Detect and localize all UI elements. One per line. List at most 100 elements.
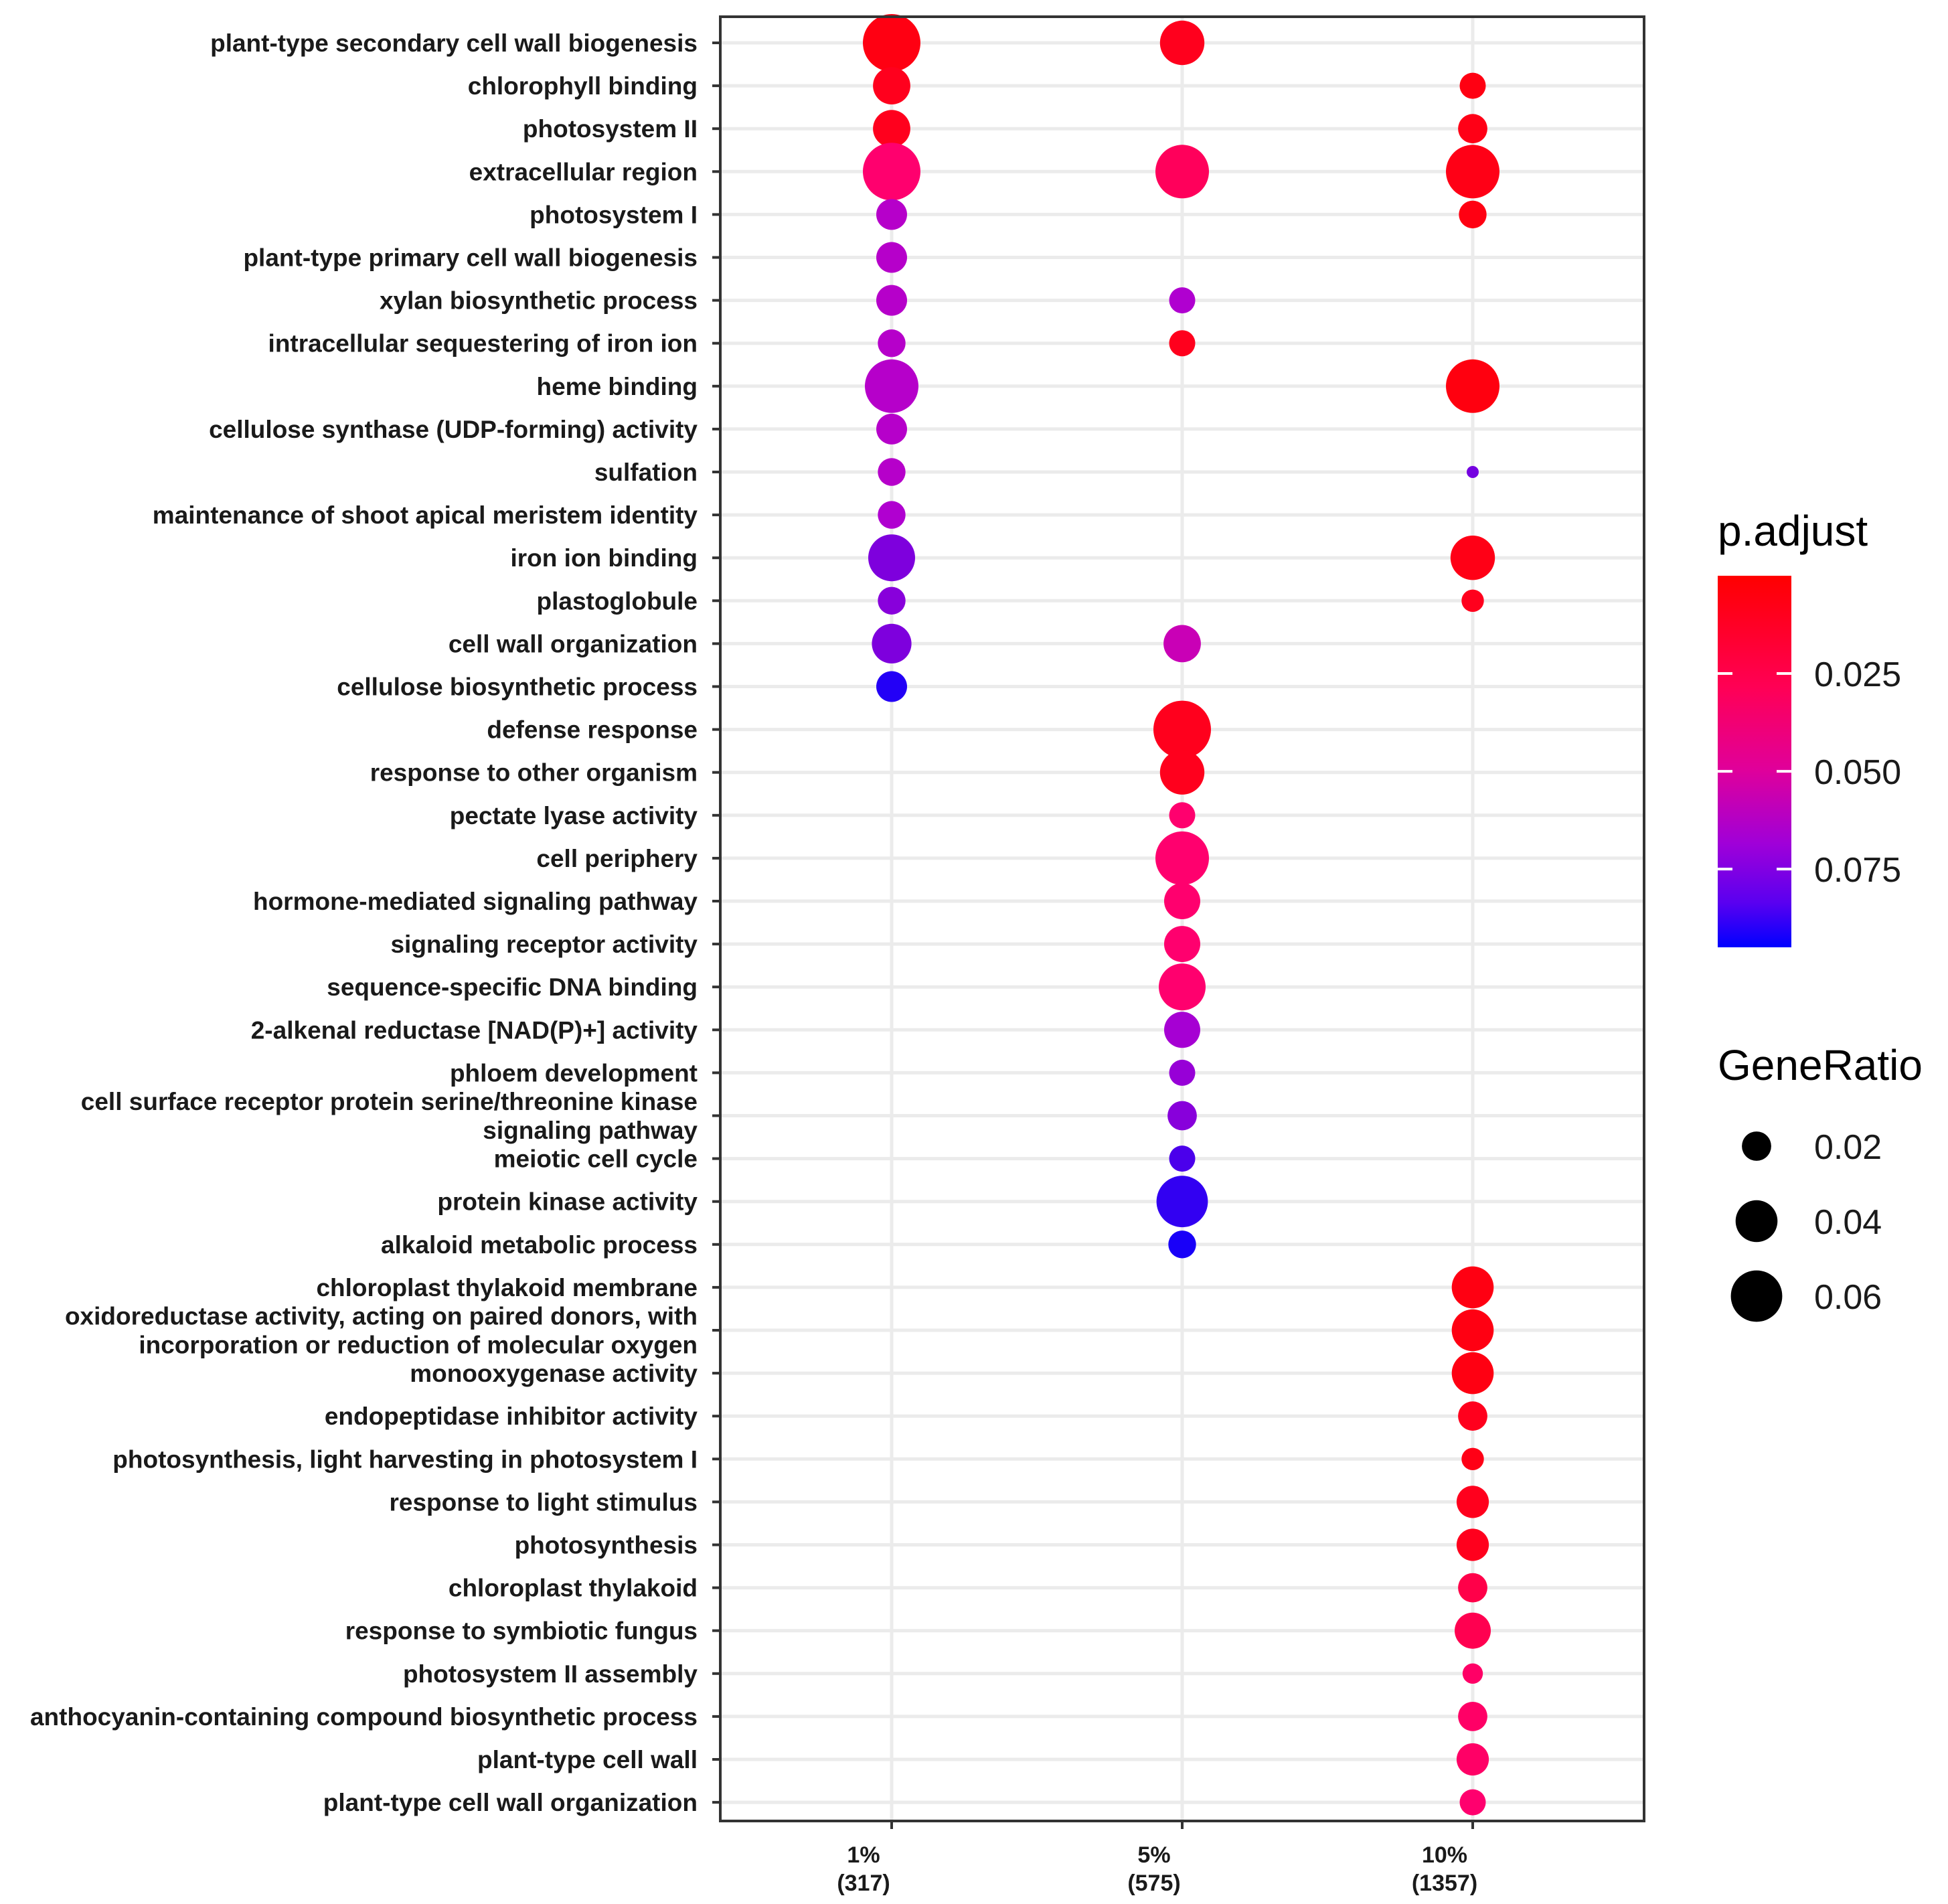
p-adjust-legend-title: p.adjust <box>1718 507 1868 555</box>
y-tick-label: oxidoreductase activity, acting on paire… <box>65 1303 698 1330</box>
dot-point <box>1458 1401 1487 1431</box>
dot-point <box>1461 1447 1484 1470</box>
size-legend-dot <box>1742 1131 1771 1161</box>
size-legend-label: 0.02 <box>1814 1128 1882 1167</box>
y-tick-label: cellulose synthase (UDP-forming) activit… <box>209 416 698 443</box>
x-tick-count: (317) <box>837 1871 890 1896</box>
y-tick-label: photosynthesis <box>515 1532 698 1559</box>
dot-point <box>1159 750 1205 795</box>
dot-point <box>878 501 906 529</box>
y-tick-label: 2-alkenal reductase [NAD(P)+] activity <box>251 1016 698 1044</box>
y-tick-label: chloroplast thylakoid <box>449 1575 698 1602</box>
p-adjust-colorbar <box>1718 576 1791 947</box>
dot-point <box>865 359 918 413</box>
size-legend-label: 0.06 <box>1814 1278 1882 1317</box>
colorbar-tick-label: 0.075 <box>1814 851 1901 890</box>
dot-point <box>1462 1663 1483 1684</box>
dot-point <box>1458 114 1487 144</box>
size-legend-label: 0.04 <box>1814 1203 1882 1242</box>
y-tick-label: cellulose biosynthetic process <box>337 673 698 701</box>
y-tick-label: plant-type secondary cell wall biogenesi… <box>210 29 698 57</box>
x-tick-label: 5% <box>1137 1842 1170 1868</box>
dot-point <box>1167 1101 1197 1131</box>
y-tick-label: protein kinase activity <box>437 1188 698 1216</box>
dot-point <box>1168 1231 1196 1259</box>
y-tick-label: monooxygenase activity <box>410 1360 698 1387</box>
dot-point <box>876 199 907 230</box>
y-tick-label: plant-type cell wall organization <box>323 1789 698 1816</box>
dot-point <box>1458 1573 1487 1603</box>
colorbar-tick-label: 0.025 <box>1814 655 1901 694</box>
y-tick-label: maintenance of shoot apical meristem ide… <box>153 501 698 529</box>
colorbar-tick-label: 0.050 <box>1814 753 1901 792</box>
dot-point <box>878 458 906 486</box>
y-tick-label: chlorophyll binding <box>468 72 698 100</box>
y-tick-label: hormone-mediated signaling pathway <box>253 888 698 915</box>
dot-point <box>1155 145 1209 199</box>
x-tick-count: (1357) <box>1412 1871 1477 1896</box>
y-tick-label: cell surface receptor protein serine/thr… <box>81 1088 698 1115</box>
y-tick-label: heme binding <box>537 373 698 400</box>
y-tick-label: meiotic cell cycle <box>494 1145 698 1173</box>
y-tick-label: signaling pathway <box>483 1117 698 1144</box>
dot-point <box>1156 1176 1208 1228</box>
y-tick-label: pectate lyase activity <box>450 802 698 829</box>
dot-point <box>1169 1059 1196 1086</box>
y-tick-label: alkaloid metabolic process <box>381 1231 698 1259</box>
dot-point <box>1461 589 1484 612</box>
y-tick-label: intracellular sequestering of iron ion <box>268 330 698 358</box>
dot-point <box>1164 1012 1200 1048</box>
y-tick-label: incorporation or reduction of molecular … <box>139 1332 698 1359</box>
dot-point <box>1159 20 1205 66</box>
dot-point <box>1446 145 1499 199</box>
dot-point <box>1467 466 1479 478</box>
dot-point <box>1451 1309 1494 1352</box>
y-tick-label: chloroplast thylakoid membrane <box>316 1274 698 1301</box>
y-tick-label: plastoglobule <box>537 587 698 615</box>
dot-point <box>863 143 920 201</box>
dot-point <box>1456 1528 1489 1561</box>
x-tick-count: (575) <box>1127 1871 1180 1896</box>
dot-point <box>1456 1743 1489 1776</box>
dot-point <box>876 413 907 445</box>
dot-point <box>1456 1486 1489 1518</box>
y-tick-label: sequence-specific DNA binding <box>327 973 698 1001</box>
x-tick-label: 10% <box>1422 1842 1467 1868</box>
dot-point <box>1155 831 1209 885</box>
dot-point <box>1169 330 1196 357</box>
y-tick-label: plant-type cell wall <box>477 1746 698 1773</box>
dot-point <box>1169 802 1196 829</box>
size-legend-dot <box>1735 1200 1778 1243</box>
y-tick-label: photosynthesis, light harvesting in phot… <box>112 1445 698 1473</box>
dot-point <box>1451 1352 1494 1395</box>
y-tick-label: signaling receptor activity <box>390 931 698 958</box>
y-tick-label: plant-type primary cell wall biogenesis <box>243 244 698 272</box>
y-tick-label: cell wall organization <box>449 630 698 657</box>
y-tick-label: iron ion binding <box>511 544 698 572</box>
dot-point <box>876 285 907 316</box>
y-tick-label: phloem development <box>450 1059 698 1087</box>
dot-point <box>1455 1612 1491 1649</box>
dot-point <box>876 242 907 273</box>
dot-point <box>878 586 906 615</box>
dot-point <box>1446 359 1499 413</box>
y-tick-label: sulfation <box>594 459 698 486</box>
dot-point <box>876 671 907 702</box>
p-adjust-legend: p.adjust 0.025 0.050 0.075 <box>1718 507 1901 947</box>
x-axis: 1% (317) 5% (575) 10% (1357) <box>837 1821 1477 1896</box>
dot-point <box>1169 1145 1196 1172</box>
y-tick-label: extracellular region <box>469 158 698 185</box>
dot-point <box>863 14 920 72</box>
dot-point <box>1459 1789 1486 1816</box>
dot-point <box>1164 883 1200 919</box>
y-tick-label: response to other organism <box>370 759 698 787</box>
dot-point <box>1163 625 1201 663</box>
y-tick-label: cell periphery <box>536 845 698 872</box>
dot-point <box>1459 200 1487 229</box>
y-tick-label: anthocyanin-containing compound biosynth… <box>30 1703 698 1731</box>
dot-point <box>1458 1702 1487 1731</box>
dot-point <box>1451 1266 1494 1309</box>
x-tick-label: 1% <box>847 1842 880 1868</box>
